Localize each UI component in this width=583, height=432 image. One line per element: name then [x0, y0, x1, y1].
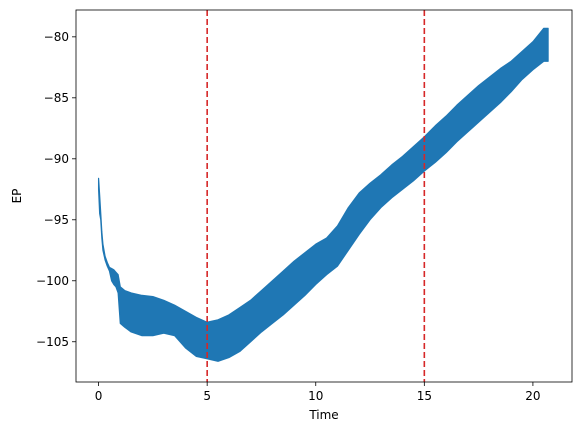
x-tick-label-0: 0 [95, 389, 103, 403]
x-tick-label-2: 10 [308, 389, 323, 403]
series-layer [97, 27, 549, 362]
y-axis-label: EP [10, 189, 24, 204]
y-tick-label-4: −85 [44, 91, 69, 105]
x-axis-ticks: 0 5 10 15 20 [95, 382, 541, 403]
y-tick-label-5: −80 [44, 30, 69, 44]
x-tick-label-3: 15 [417, 389, 432, 403]
y-tick-label-1: −100 [36, 274, 69, 288]
y-tick-label-2: −95 [44, 213, 69, 227]
vline-layer [206, 10, 426, 382]
x-tick-label-1: 5 [203, 389, 211, 403]
series-0-band [97, 27, 549, 362]
x-axis-label: Time [308, 408, 338, 422]
y-axis-ticks: −105 −100 −95 −90 −85 −80 [36, 30, 76, 349]
plot-frame [75, 9, 573, 383]
y-tick-label-0: −105 [36, 335, 69, 349]
y-tick-label-3: −90 [44, 152, 69, 166]
x-tick-label-4: 20 [525, 389, 540, 403]
